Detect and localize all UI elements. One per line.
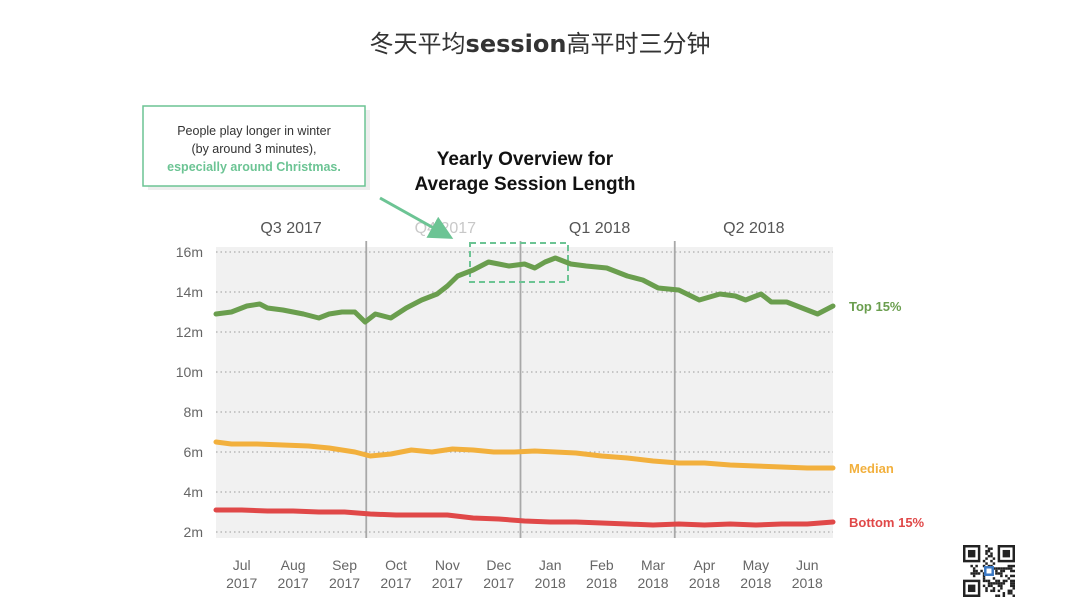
x-tick-year: 2017	[483, 575, 514, 591]
x-tick-month: Jun	[796, 557, 819, 573]
plot-area	[216, 247, 833, 538]
annotation-line-2: (by around 3 minutes),	[191, 142, 316, 156]
page-title-suffix: 高平时三分钟	[566, 30, 711, 58]
y-tick-label: 12m	[176, 324, 203, 340]
x-tick-month: Dec	[486, 557, 511, 573]
x-tick-year: 2018	[637, 575, 668, 591]
x-tick-month: Jul	[233, 557, 251, 573]
x-tick-month: Feb	[590, 557, 614, 573]
annotation-line-1: People play longer in winter	[177, 124, 331, 138]
quarter-label: Q1 2018	[569, 220, 630, 237]
y-tick-label: 16m	[176, 244, 203, 260]
page-title: 冬天平均session高平时三分钟	[0, 24, 1080, 59]
x-tick-month: Sep	[332, 557, 357, 573]
x-tick-year: 2017	[432, 575, 463, 591]
y-tick-label: 8m	[184, 404, 203, 420]
x-tick-year: 2018	[535, 575, 566, 591]
x-tick-year: 2018	[740, 575, 771, 591]
gridlines	[216, 251, 833, 533]
x-tick-month: Jan	[539, 557, 562, 573]
series-label: Top 15%	[849, 299, 902, 314]
y-tick-label: 2m	[184, 524, 203, 540]
y-tick-label: 4m	[184, 484, 203, 500]
series-line-median	[213, 439, 836, 471]
series-lines	[213, 255, 836, 528]
chart-title-line1: Yearly Overview for	[437, 149, 614, 170]
x-tick-month: May	[743, 557, 769, 573]
quarter-label: Q2 2018	[723, 220, 784, 237]
x-tick-year: 2017	[380, 575, 411, 591]
x-tick-month: Aug	[281, 557, 306, 573]
qr-code-icon	[963, 545, 1015, 597]
page-title-bold: session	[465, 30, 567, 58]
x-tick-month: Apr	[694, 557, 716, 573]
highlight-box	[469, 242, 569, 283]
y-tick-label: 14m	[176, 284, 203, 300]
x-tick-year: 2018	[586, 575, 617, 591]
y-tick-label: 6m	[184, 444, 203, 460]
quarter-labels: Q3 2017 Q4 2017 Q1 2018 Q2 2018	[260, 220, 784, 237]
series-line-bottom-15-	[213, 507, 836, 528]
y-tick-label: 10m	[176, 364, 203, 380]
x-tick-year: 2018	[689, 575, 720, 591]
series-label: Bottom 15%	[849, 515, 925, 530]
x-tick-month: Oct	[385, 557, 407, 573]
x-tick-year: 2017	[329, 575, 360, 591]
series-line-top-15-	[213, 255, 836, 325]
annotation-line-3: especially around Christmas.	[167, 160, 341, 174]
x-tick-month: Nov	[435, 557, 460, 573]
y-axis: 2m 4m 6m 8m 10m 12m 14m 16m	[176, 244, 203, 540]
x-tick-year: 2017	[226, 575, 257, 591]
x-tick-month: Mar	[641, 557, 665, 573]
annotation-arrow	[379, 196, 454, 239]
x-axis: Jul 2017 Aug 2017 Sep 2017 Oct 2017 Nov 2017 Dec 20…	[226, 557, 823, 591]
x-tick-year: 2017	[278, 575, 309, 591]
annotation-box	[142, 105, 366, 187]
chart-title-line2: Average Session Length	[414, 174, 635, 195]
series-labels: Top 15% Median Bottom 15%	[849, 299, 925, 530]
quarter-label: Q3 2017	[260, 220, 321, 237]
x-tick-year: 2018	[792, 575, 823, 591]
page-title-prefix: 冬天平均	[369, 30, 466, 58]
series-label: Median	[849, 461, 894, 476]
